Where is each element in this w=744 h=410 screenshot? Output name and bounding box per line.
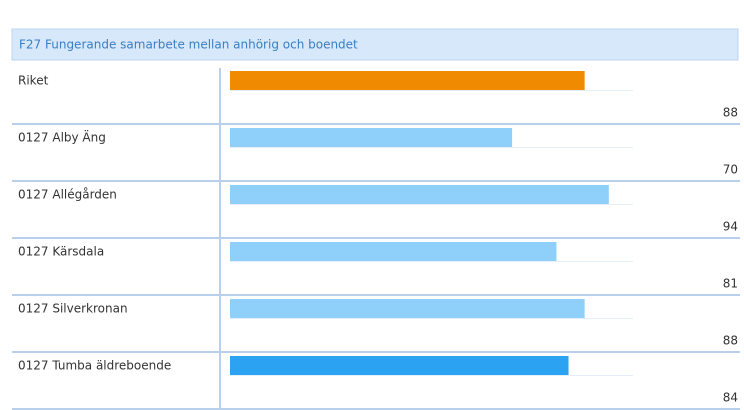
value-label: 70 xyxy=(723,163,738,177)
bar xyxy=(230,299,585,318)
value-label: 84 xyxy=(723,391,738,405)
bar xyxy=(230,242,557,261)
row-label: Riket xyxy=(18,74,49,88)
row-label: 0127 Allégården xyxy=(18,188,117,202)
value-label: 94 xyxy=(723,220,738,234)
bar xyxy=(230,356,569,375)
row-label: 0127 Tumba äldreboende xyxy=(18,359,171,373)
bar xyxy=(230,71,585,90)
value-label: 88 xyxy=(723,334,738,348)
bar xyxy=(230,128,513,147)
bar xyxy=(230,185,609,204)
chart-title: F27 Fungerande samarbete mellan anhörig … xyxy=(19,38,358,52)
title-box xyxy=(11,28,739,61)
row-label: 0127 Silverkronan xyxy=(18,302,128,316)
row-label: 0127 Alby Äng xyxy=(18,130,106,145)
value-label: 81 xyxy=(723,277,738,291)
value-label: 88 xyxy=(723,106,738,120)
row-label: 0127 Kärsdala xyxy=(18,245,104,259)
